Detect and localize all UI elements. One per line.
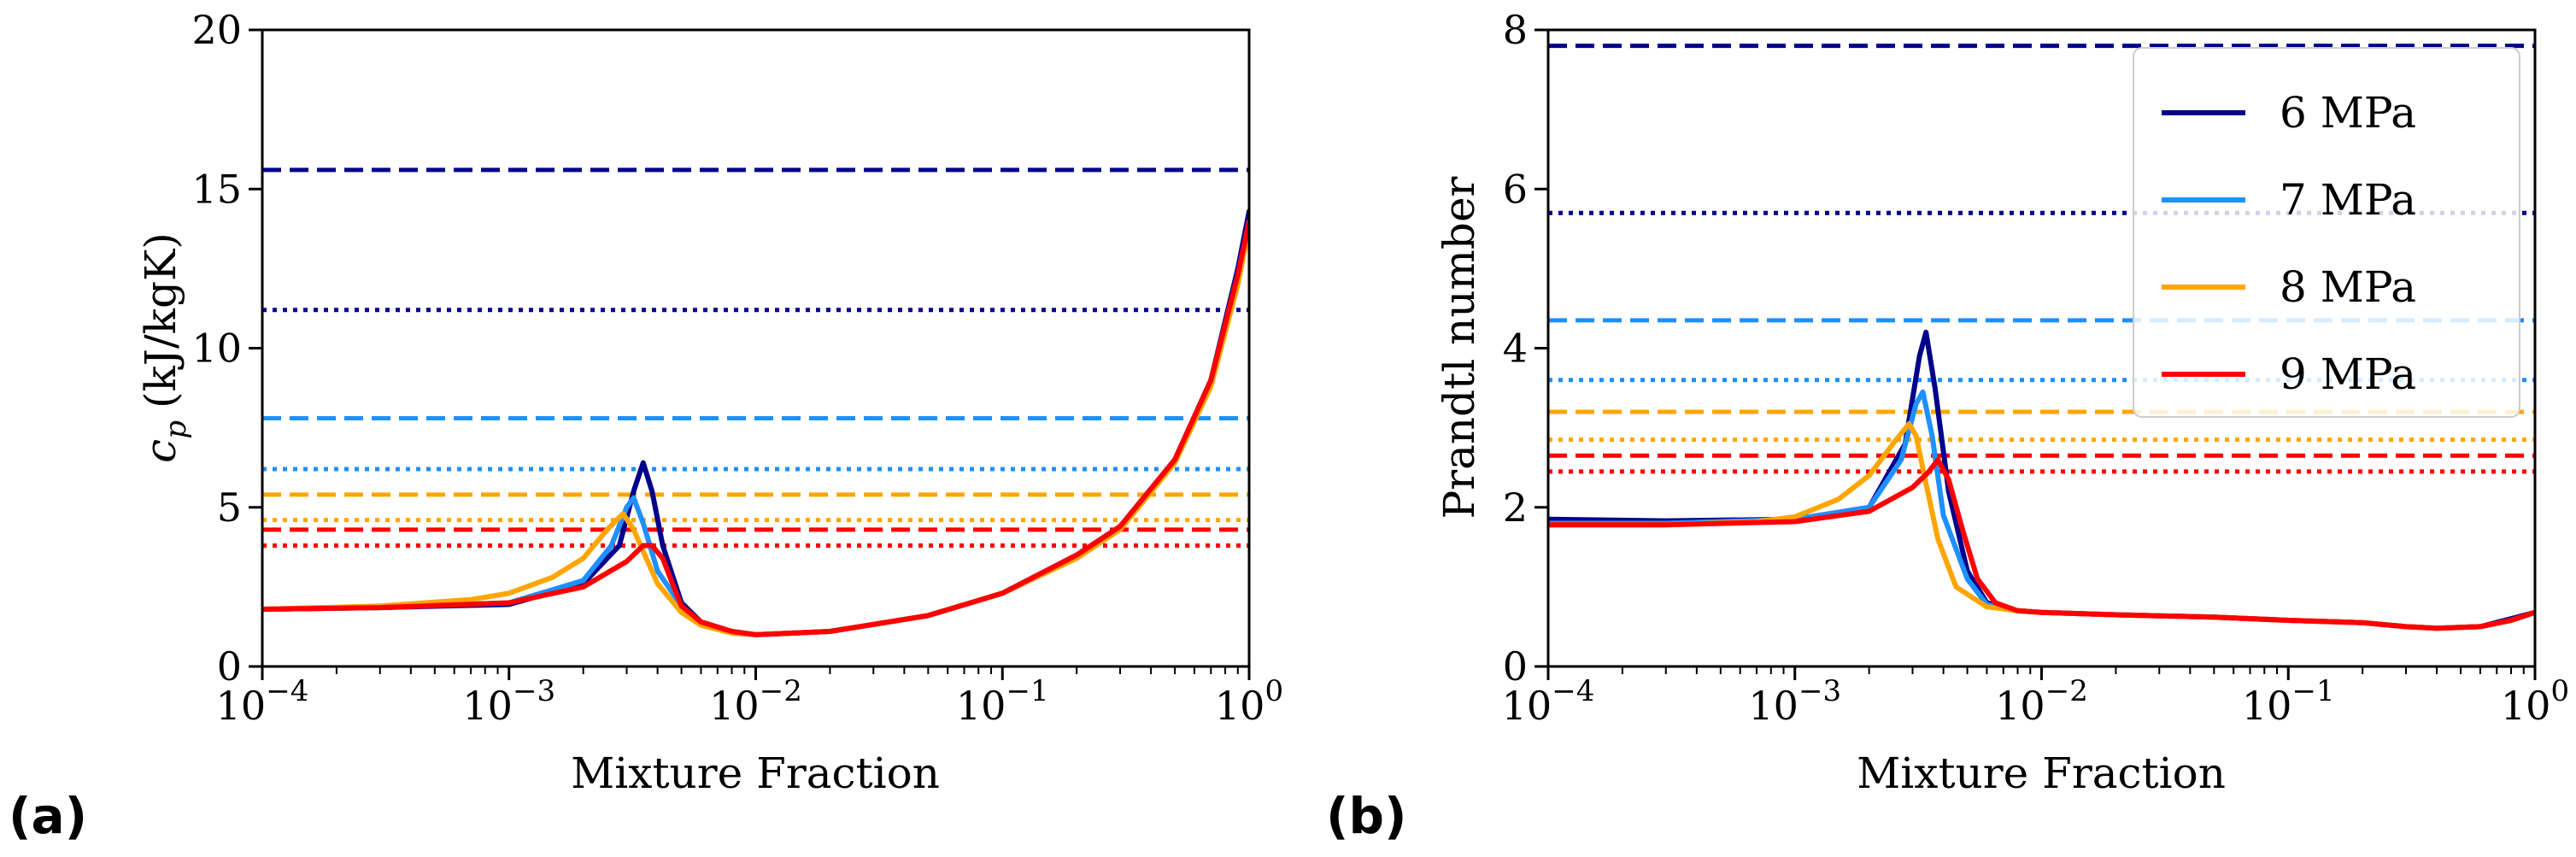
panel-a-xtick-label-1: 10−3: [462, 674, 555, 729]
panel-a-xtick-label-3: 10−1: [956, 674, 1049, 729]
panel-b-series-7-mpa: [1548, 389, 2535, 631]
panel-b-ylabel: Prandtl number: [1435, 176, 1484, 519]
legend-label-6-mpa: 6 MPa: [2280, 88, 2416, 138]
panel-a-axes-frame: [261, 28, 1251, 668]
panel-b-xtick-label-2: 10−2: [1995, 674, 2088, 729]
panel-a-plot-area: [262, 167, 1249, 637]
panel-a-cp-chart: 10−4 10−3 10−2 10−1 100 0 5 10 15 20 Mixture Frac…: [9, 7, 1283, 845]
legend: 6 MPa 7 MPa 8 MPa 9 MPa: [2133, 47, 2520, 418]
panel-b-prandtl-chart: 10−4 10−3 10−2 10−1 100 0 2 4 6 8 Mixture Fractio…: [1326, 7, 2569, 845]
panel-a-xtick-label-2: 10−2: [709, 674, 802, 729]
panel-b-xtick-label-4: 100: [2501, 674, 2569, 729]
panel-b-xtick-label-1: 10−3: [1748, 674, 1841, 729]
panel-a-ylabel-units: (kJ/kgK): [136, 232, 185, 408]
panel-b-ytick-label-1: 2: [1503, 484, 1528, 531]
panel-b-ytick-label-3: 6: [1503, 166, 1528, 212]
panel-a-series-7-mpa: [262, 218, 1249, 637]
panel-a-xtick-label-0: 10−4: [216, 674, 309, 729]
legend-label-7-mpa: 7 MPa: [2280, 175, 2416, 225]
legend-entries: 6 MPa 7 MPa 8 MPa 9 MPa: [2162, 88, 2416, 399]
panel-a-ytick-label-3: 15: [191, 166, 242, 212]
panel-a-ticks: 10−4 10−3 10−2 10−1 100 0 5 10 15 20: [191, 7, 1283, 729]
panel-a-ytick-label-2: 10: [191, 326, 242, 372]
legend-label-9-mpa: 9 MPa: [2280, 349, 2416, 399]
panel-b-ytick-label-2: 4: [1503, 326, 1528, 372]
panel-a-ylabel: cp (kJ/kgK): [136, 232, 193, 463]
panel-b-series-9-mpa: [1548, 456, 2535, 631]
panel-a-xlabel: Mixture Fraction: [571, 748, 940, 798]
panel-a-series-9-mpa: [262, 218, 1249, 637]
panel-b-xtick-label-3: 10−1: [2242, 674, 2335, 729]
legend-frame: [2133, 47, 2520, 418]
panel-a-ylabel-sub: p: [159, 420, 193, 439]
legend-label-8-mpa: 8 MPa: [2280, 262, 2416, 312]
panel-b-xlabel: Mixture Fraction: [1857, 748, 2226, 798]
panel-a-series-6-mpa: [262, 208, 1249, 637]
panel-a-xtick-label-4: 100: [1215, 674, 1283, 729]
panel-a-label: (a): [9, 787, 87, 845]
panel-b-ytick-label-0: 0: [1503, 643, 1528, 690]
panel-b-label: (b): [1326, 787, 1407, 845]
panel-a-series-8-mpa: [262, 224, 1249, 637]
panel-a-ytick-label-4: 20: [191, 7, 242, 53]
panel-b-xtick-label-0: 10−4: [1502, 674, 1595, 729]
panel-a-ytick-label-0: 0: [217, 643, 242, 690]
panel-b-ytick-label-4: 8: [1503, 7, 1528, 53]
panel-a-ytick-label-1: 5: [217, 484, 242, 531]
panel-b-ticks: 10−4 10−3 10−2 10−1 100 0 2 4 6 8: [1502, 7, 2569, 729]
panel-a-ylabel-symbol: c: [136, 439, 185, 463]
